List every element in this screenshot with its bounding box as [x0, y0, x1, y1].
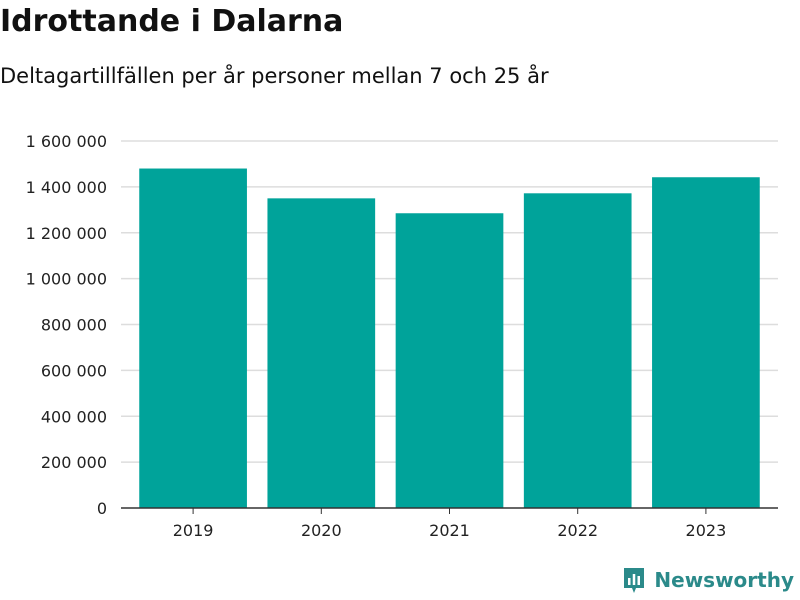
x-tick-label: 2023	[686, 521, 727, 540]
newsworthy-logo-icon	[624, 568, 645, 593]
chart-subtitle: Deltagartillfällen per år personer mella…	[0, 64, 549, 88]
x-axis-ticks: 2019 2020 2021 2022 2023	[173, 508, 727, 540]
bars	[139, 168, 760, 509]
bar-2019	[139, 168, 247, 508]
y-tick-label: 1 400 000	[26, 178, 107, 197]
y-tick-label: 600 000	[41, 361, 107, 380]
bar-chart: 0 200 000 400 000 600 000 800 000 1 000 000 1 …	[26, 132, 778, 540]
x-tick-label: 2020	[301, 521, 342, 540]
y-tick-label: 0	[97, 499, 107, 518]
brand-name: Newsworthy	[654, 568, 794, 592]
bar-2022	[523, 193, 632, 509]
y-tick-label: 1 200 000	[26, 224, 107, 243]
y-axis-ticks: 0 200 000 400 000 600 000 800 000 1 000 000 1 …	[26, 132, 107, 518]
x-tick-label: 2019	[173, 521, 214, 540]
y-tick-label: 1 000 000	[26, 270, 107, 289]
chart-title: Idrottande i Dalarna	[0, 4, 344, 39]
brand-logo: Newsworthy	[622, 566, 794, 594]
x-tick-label: 2022	[557, 521, 598, 540]
bar-2021	[395, 213, 504, 509]
bar-2023	[652, 177, 760, 508]
y-tick-label: 800 000	[41, 316, 107, 335]
y-tick-label: 400 000	[41, 407, 107, 426]
y-tick-label: 1 600 000	[26, 132, 107, 151]
y-tick-label: 200 000	[41, 453, 107, 472]
x-tick-label: 2021	[429, 521, 470, 540]
bar-2020	[267, 198, 376, 508]
